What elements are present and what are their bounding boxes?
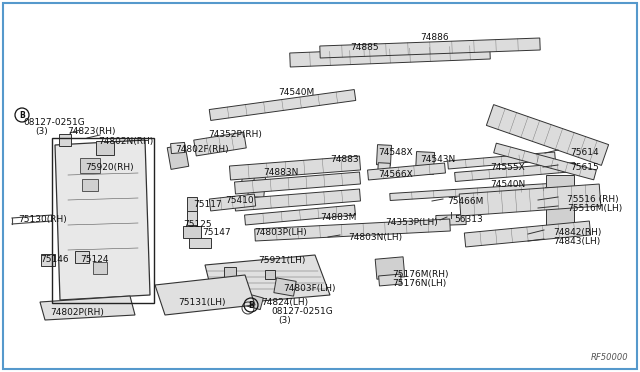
Polygon shape xyxy=(367,163,445,180)
Polygon shape xyxy=(290,45,490,67)
Text: 74548X: 74548X xyxy=(378,148,413,157)
Text: 74886: 74886 xyxy=(420,33,449,42)
Polygon shape xyxy=(241,173,255,186)
Polygon shape xyxy=(224,267,236,277)
Text: 08127-0251G: 08127-0251G xyxy=(271,307,333,316)
Text: 74353P(LH): 74353P(LH) xyxy=(385,218,438,227)
Polygon shape xyxy=(493,143,596,180)
Polygon shape xyxy=(234,172,360,194)
Text: 74540N: 74540N xyxy=(490,180,525,189)
Polygon shape xyxy=(171,142,186,154)
Text: 75516 (RH): 75516 (RH) xyxy=(567,195,619,204)
Text: RF50000: RF50000 xyxy=(590,353,628,362)
Text: 75117: 75117 xyxy=(193,200,221,209)
Polygon shape xyxy=(167,145,189,169)
Polygon shape xyxy=(209,90,356,121)
Text: 74803F(LH): 74803F(LH) xyxy=(283,284,335,293)
Polygon shape xyxy=(205,255,330,305)
Polygon shape xyxy=(40,296,135,320)
Polygon shape xyxy=(546,174,574,230)
Polygon shape xyxy=(248,169,266,198)
Polygon shape xyxy=(436,215,466,225)
Polygon shape xyxy=(230,156,360,180)
Text: 74803P(LH): 74803P(LH) xyxy=(254,228,307,237)
Text: 75614: 75614 xyxy=(570,148,598,157)
Polygon shape xyxy=(454,163,575,182)
Polygon shape xyxy=(486,105,609,166)
Polygon shape xyxy=(55,140,150,300)
Text: 75920(RH): 75920(RH) xyxy=(85,163,134,172)
Text: 74352P(RH): 74352P(RH) xyxy=(208,130,262,139)
Polygon shape xyxy=(183,226,201,238)
Polygon shape xyxy=(378,163,390,173)
Polygon shape xyxy=(82,179,98,191)
Text: 75124: 75124 xyxy=(80,255,109,264)
Polygon shape xyxy=(265,269,275,279)
Polygon shape xyxy=(447,152,556,169)
Polygon shape xyxy=(320,38,540,58)
Text: 75516M(LH): 75516M(LH) xyxy=(567,204,622,213)
Polygon shape xyxy=(194,132,246,156)
Polygon shape xyxy=(255,219,451,241)
Polygon shape xyxy=(274,278,296,296)
Polygon shape xyxy=(80,157,100,173)
Polygon shape xyxy=(376,145,392,165)
Text: B: B xyxy=(248,301,254,310)
Text: 74843(LH): 74843(LH) xyxy=(553,237,600,246)
Polygon shape xyxy=(246,294,263,310)
Text: 74566X: 74566X xyxy=(378,170,413,179)
Polygon shape xyxy=(460,184,601,216)
Polygon shape xyxy=(465,221,591,247)
Polygon shape xyxy=(189,238,211,248)
Text: 74842(RH): 74842(RH) xyxy=(553,228,602,237)
Bar xyxy=(52,138,154,303)
Text: 75410: 75410 xyxy=(225,196,253,205)
Text: 75125: 75125 xyxy=(183,220,212,229)
Polygon shape xyxy=(415,151,435,174)
Text: 74883M: 74883M xyxy=(320,213,356,222)
Text: 74883: 74883 xyxy=(330,155,358,164)
Text: 08127-0251G: 08127-0251G xyxy=(23,118,84,127)
Polygon shape xyxy=(379,274,401,286)
Polygon shape xyxy=(234,189,360,211)
Text: 74555X: 74555X xyxy=(490,163,525,172)
Text: 74802P(RH): 74802P(RH) xyxy=(50,308,104,317)
Polygon shape xyxy=(187,197,197,217)
Text: 74824(LH): 74824(LH) xyxy=(261,298,308,307)
Text: B: B xyxy=(19,110,25,119)
Polygon shape xyxy=(375,257,405,279)
Polygon shape xyxy=(155,275,255,315)
Text: 56313: 56313 xyxy=(454,215,483,224)
Text: 74885: 74885 xyxy=(350,43,379,52)
Text: 74803N(LH): 74803N(LH) xyxy=(348,233,402,242)
Text: 74540M: 74540M xyxy=(278,88,314,97)
Text: 75130(RH): 75130(RH) xyxy=(18,215,67,224)
Text: 75466M: 75466M xyxy=(447,197,483,206)
Polygon shape xyxy=(59,134,71,146)
Text: 74823(RH): 74823(RH) xyxy=(67,127,115,136)
Polygon shape xyxy=(93,262,107,274)
Polygon shape xyxy=(96,141,114,155)
Polygon shape xyxy=(545,187,563,207)
Text: (3): (3) xyxy=(278,316,291,325)
Polygon shape xyxy=(209,194,255,211)
Text: 75131(LH): 75131(LH) xyxy=(178,298,225,307)
Text: 75176M(RH): 75176M(RH) xyxy=(392,270,449,279)
Polygon shape xyxy=(41,254,55,266)
Polygon shape xyxy=(187,211,197,225)
Polygon shape xyxy=(75,251,89,263)
Text: 74883N: 74883N xyxy=(263,168,298,177)
Text: 74543N: 74543N xyxy=(420,155,455,164)
Text: 75146: 75146 xyxy=(40,255,68,264)
Text: 75176N(LH): 75176N(LH) xyxy=(392,279,446,288)
Text: 74802F(RH): 74802F(RH) xyxy=(175,145,228,154)
Text: 74802N(RH): 74802N(RH) xyxy=(98,137,153,146)
Text: 75147: 75147 xyxy=(202,228,230,237)
Text: 75615: 75615 xyxy=(570,163,599,172)
Polygon shape xyxy=(390,183,565,201)
Text: (3): (3) xyxy=(35,127,48,136)
Polygon shape xyxy=(244,205,355,225)
Text: 75921(LH): 75921(LH) xyxy=(258,256,305,265)
